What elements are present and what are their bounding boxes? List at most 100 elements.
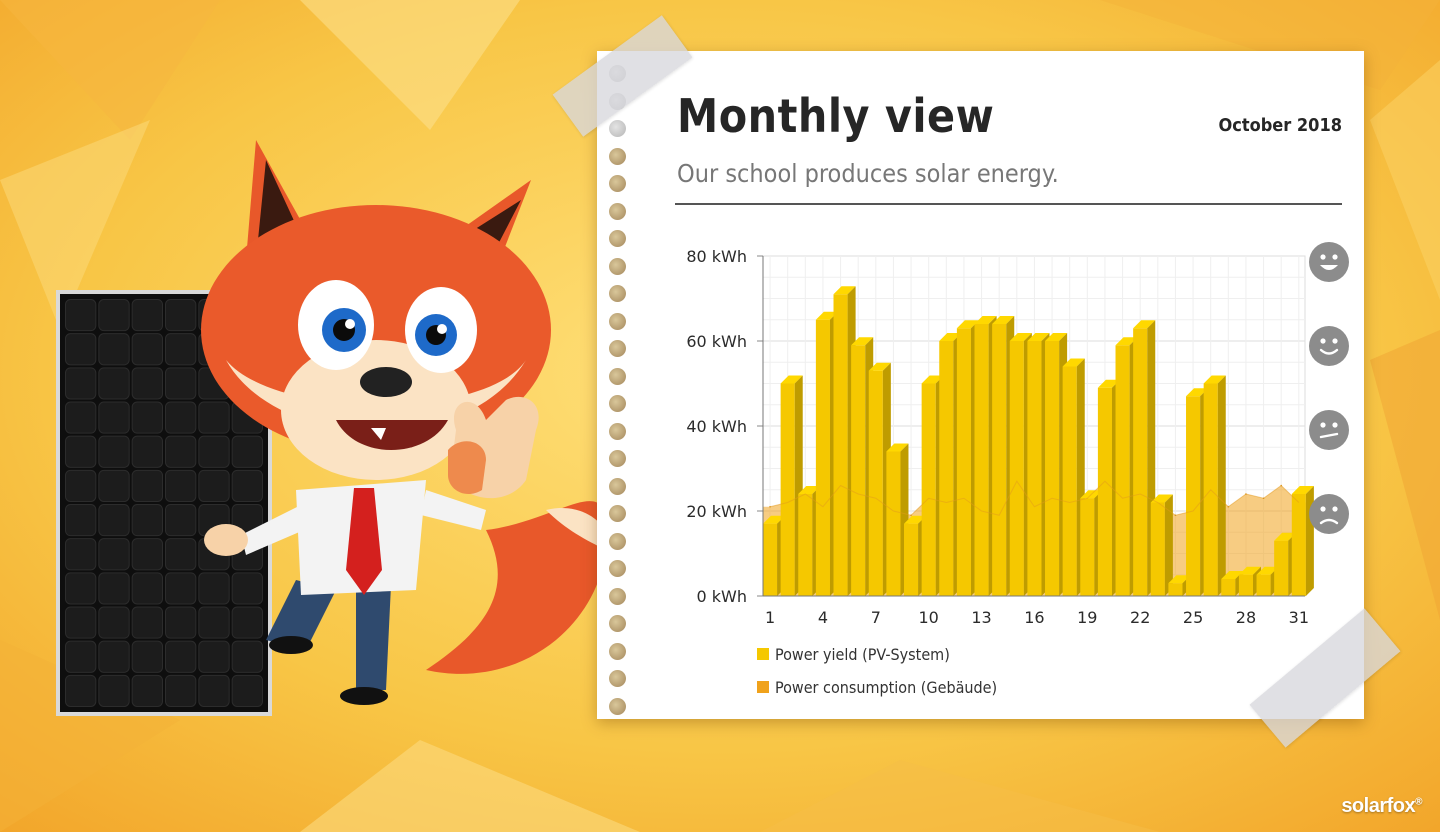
legend-swatch-yield — [757, 648, 769, 660]
yield-bar-front — [1256, 574, 1271, 596]
solar-cell — [131, 435, 163, 468]
x-tick-label: 22 — [1130, 608, 1150, 627]
solar-cell — [198, 572, 230, 605]
yield-bar-top — [939, 333, 962, 341]
yield-bar-top — [868, 362, 891, 371]
monthly-energy-chart: 0 kWh 20 kWh 40 kWh 60 kWh 80 kWh 1 4 7 10 13 16 19… — [686, 247, 1314, 627]
solar-cell — [231, 640, 264, 673]
yield-bar-top — [780, 375, 803, 384]
solar-cell — [198, 606, 230, 639]
yield-bar-front — [798, 494, 813, 596]
axis-labels: 0 kWh 20 kWh 40 kWh 60 kWh 80 kWh 1 4 7 10 13 16 19… — [686, 247, 1309, 627]
yield-bar-front — [868, 370, 883, 596]
solar-cell — [131, 538, 163, 571]
title-divider — [675, 203, 1342, 205]
yield-bar-front — [1045, 341, 1060, 596]
yield-bar-side — [1164, 494, 1173, 596]
solar-cell — [65, 538, 97, 571]
solar-cell — [65, 504, 97, 537]
yield-bar-front — [1168, 583, 1183, 596]
solar-cell — [65, 299, 97, 332]
binder-hole — [609, 120, 626, 137]
solar-cell — [65, 674, 97, 708]
yield-bar-top — [886, 443, 909, 452]
chart-legend: Power yield (PV-System) Power consumptio… — [757, 643, 997, 709]
yield-bar-front — [815, 319, 830, 596]
solar-cell — [65, 401, 97, 434]
fox-mascot-illustration — [201, 140, 608, 705]
yield-bar-front — [833, 294, 848, 596]
yield-bar-front — [921, 383, 936, 596]
yield-bar-top — [921, 375, 944, 384]
binder-hole — [609, 642, 626, 660]
binder-hole — [609, 450, 626, 467]
yield-bar-front — [939, 341, 954, 596]
page-subtitle: Our school produces solar energy. — [677, 159, 1059, 188]
solar-cell — [131, 299, 163, 332]
solar-cell — [131, 367, 163, 400]
yield-bar-top — [1009, 333, 1032, 341]
solar-cell — [165, 299, 197, 332]
yield-bar-front — [780, 383, 795, 596]
yield-bar-top — [1168, 575, 1191, 584]
solar-cell — [165, 640, 197, 673]
yield-bar-top — [798, 486, 821, 494]
binder-hole — [609, 147, 626, 165]
yield-bar-front — [956, 328, 971, 596]
binder-hole — [609, 230, 626, 247]
yield-bar-front — [1009, 341, 1024, 596]
binder-hole — [609, 175, 626, 192]
binder-hole — [609, 615, 626, 632]
binder-hole — [609, 285, 626, 302]
yield-bar-top — [1062, 358, 1085, 367]
binder-hole — [609, 670, 626, 687]
solar-cell — [198, 469, 230, 502]
solar-cell — [198, 401, 230, 434]
y-tick-label: 0 kWh — [697, 587, 748, 606]
sad-face-icon — [1309, 494, 1349, 534]
solar-cell — [131, 674, 163, 708]
chart-axes — [757, 255, 1305, 597]
binder-hole — [609, 587, 626, 605]
solar-cell — [131, 640, 163, 673]
yield-bar — [1150, 494, 1173, 596]
solar-cell — [165, 504, 197, 537]
yield-bar-top — [851, 337, 874, 346]
yield-bar-top — [1221, 571, 1244, 579]
solar-cell — [231, 572, 264, 605]
yield-bar-top — [992, 316, 1015, 324]
solar-cell — [131, 572, 163, 605]
solar-cell — [165, 367, 197, 400]
yield-bar-top — [1186, 388, 1209, 397]
solar-cell — [231, 435, 264, 468]
solar-cell — [98, 401, 130, 434]
consumption-line — [769, 480, 1300, 516]
yield-bar-top — [1256, 566, 1279, 575]
yield-bar-front — [1150, 502, 1165, 596]
solar-cell — [165, 606, 197, 639]
solar-cell — [98, 469, 130, 502]
binder-hole — [609, 532, 626, 550]
binder-hole — [609, 422, 626, 440]
yield-bar-front — [886, 451, 901, 596]
yield-bar-top — [1274, 532, 1297, 541]
solar-cell — [198, 640, 230, 673]
yield-bar-front — [1027, 341, 1042, 596]
solar-cell — [165, 435, 197, 468]
yield-bar-front — [1097, 387, 1112, 596]
binder-hole — [609, 395, 626, 412]
yield-bar-front — [1274, 540, 1289, 596]
x-tick-label: 13 — [971, 608, 991, 627]
solar-cell — [98, 367, 130, 400]
yield-bar-top — [1133, 320, 1156, 329]
solar-cell — [131, 504, 163, 537]
yield-bar-front — [1133, 328, 1148, 596]
yield-bar-top — [904, 515, 927, 524]
y-tick-label: 40 kWh — [686, 417, 747, 436]
solar-cell — [131, 606, 163, 639]
yield-bar-front — [1062, 366, 1077, 596]
legend-swatch-consumption — [757, 681, 769, 693]
x-tick-label: 1 — [765, 608, 775, 627]
yield-bar-top — [1291, 486, 1314, 494]
solar-cell — [198, 674, 230, 708]
